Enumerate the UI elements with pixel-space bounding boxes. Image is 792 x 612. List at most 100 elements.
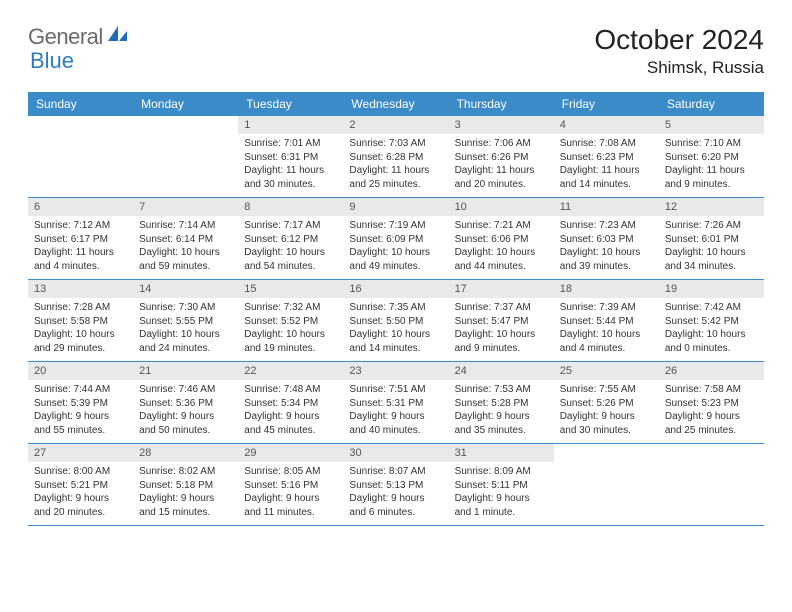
daylight-text-1: Daylight: 11 hours	[244, 164, 337, 178]
daylight-text-2: and 1 minute.	[455, 506, 548, 520]
sunrise-text: Sunrise: 7:19 AM	[349, 219, 442, 233]
day-details: Sunrise: 7:53 AMSunset: 5:28 PMDaylight:…	[449, 380, 554, 443]
calendar-day: 30Sunrise: 8:07 AMSunset: 5:13 PMDayligh…	[343, 444, 448, 525]
daylight-text-1: Daylight: 9 hours	[244, 492, 337, 506]
day-number: 25	[554, 362, 659, 380]
sunrise-text: Sunrise: 7:01 AM	[244, 137, 337, 151]
daylight-text-2: and 19 minutes.	[244, 342, 337, 356]
sunrise-text: Sunrise: 7:03 AM	[349, 137, 442, 151]
daylight-text-2: and 59 minutes.	[139, 260, 232, 274]
day-details: Sunrise: 7:39 AMSunset: 5:44 PMDaylight:…	[554, 298, 659, 361]
sunset-text: Sunset: 5:18 PM	[139, 479, 232, 493]
day-details: Sunrise: 7:42 AMSunset: 5:42 PMDaylight:…	[659, 298, 764, 361]
day-number: 20	[28, 362, 133, 380]
sunset-text: Sunset: 5:50 PM	[349, 315, 442, 329]
sunrise-text: Sunrise: 7:08 AM	[560, 137, 653, 151]
day-details: Sunrise: 7:21 AMSunset: 6:06 PMDaylight:…	[449, 216, 554, 279]
day-details: Sunrise: 7:10 AMSunset: 6:20 PMDaylight:…	[659, 134, 764, 197]
day-number: 5	[659, 116, 764, 134]
daylight-text-1: Daylight: 10 hours	[665, 246, 758, 260]
day-details: Sunrise: 7:14 AMSunset: 6:14 PMDaylight:…	[133, 216, 238, 279]
calendar-day: 28Sunrise: 8:02 AMSunset: 5:18 PMDayligh…	[133, 444, 238, 525]
weeks-container: 1Sunrise: 7:01 AMSunset: 6:31 PMDaylight…	[28, 116, 764, 526]
day-number: 4	[554, 116, 659, 134]
daylight-text-2: and 49 minutes.	[349, 260, 442, 274]
day-number: 16	[343, 280, 448, 298]
sunrise-text: Sunrise: 8:09 AM	[455, 465, 548, 479]
day-details: Sunrise: 7:35 AMSunset: 5:50 PMDaylight:…	[343, 298, 448, 361]
sunset-text: Sunset: 6:14 PM	[139, 233, 232, 247]
dow-saturday: Saturday	[659, 92, 764, 116]
daylight-text-2: and 30 minutes.	[244, 178, 337, 192]
daylight-text-2: and 6 minutes.	[349, 506, 442, 520]
sunset-text: Sunset: 6:23 PM	[560, 151, 653, 165]
day-number: 21	[133, 362, 238, 380]
sunset-text: Sunset: 5:47 PM	[455, 315, 548, 329]
sunset-text: Sunset: 5:31 PM	[349, 397, 442, 411]
day-details: Sunrise: 7:37 AMSunset: 5:47 PMDaylight:…	[449, 298, 554, 361]
sunset-text: Sunset: 6:12 PM	[244, 233, 337, 247]
daylight-text-1: Daylight: 9 hours	[34, 410, 127, 424]
sunrise-text: Sunrise: 7:48 AM	[244, 383, 337, 397]
sunset-text: Sunset: 5:52 PM	[244, 315, 337, 329]
sunset-text: Sunset: 5:16 PM	[244, 479, 337, 493]
daylight-text-2: and 15 minutes.	[139, 506, 232, 520]
calendar-day: 6Sunrise: 7:12 AMSunset: 6:17 PMDaylight…	[28, 198, 133, 279]
calendar-day: 2Sunrise: 7:03 AMSunset: 6:28 PMDaylight…	[343, 116, 448, 197]
day-details: Sunrise: 8:05 AMSunset: 5:16 PMDaylight:…	[238, 462, 343, 525]
day-details: Sunrise: 7:55 AMSunset: 5:26 PMDaylight:…	[554, 380, 659, 443]
day-number: 13	[28, 280, 133, 298]
dow-thursday: Thursday	[449, 92, 554, 116]
dow-tuesday: Tuesday	[238, 92, 343, 116]
daylight-text-2: and 30 minutes.	[560, 424, 653, 438]
day-number: 15	[238, 280, 343, 298]
calendar-day: 12Sunrise: 7:26 AMSunset: 6:01 PMDayligh…	[659, 198, 764, 279]
calendar-day: 24Sunrise: 7:53 AMSunset: 5:28 PMDayligh…	[449, 362, 554, 443]
calendar-day: 3Sunrise: 7:06 AMSunset: 6:26 PMDaylight…	[449, 116, 554, 197]
day-details: Sunrise: 7:26 AMSunset: 6:01 PMDaylight:…	[659, 216, 764, 279]
calendar-day: 13Sunrise: 7:28 AMSunset: 5:58 PMDayligh…	[28, 280, 133, 361]
sunset-text: Sunset: 5:28 PM	[455, 397, 548, 411]
day-details: Sunrise: 7:19 AMSunset: 6:09 PMDaylight:…	[343, 216, 448, 279]
sunset-text: Sunset: 6:31 PM	[244, 151, 337, 165]
sunset-text: Sunset: 5:58 PM	[34, 315, 127, 329]
daylight-text-1: Daylight: 9 hours	[244, 410, 337, 424]
day-details: Sunrise: 8:02 AMSunset: 5:18 PMDaylight:…	[133, 462, 238, 525]
sunrise-text: Sunrise: 8:02 AM	[139, 465, 232, 479]
day-number: 6	[28, 198, 133, 216]
daylight-text-2: and 25 minutes.	[665, 424, 758, 438]
daylight-text-2: and 50 minutes.	[139, 424, 232, 438]
daylight-text-2: and 9 minutes.	[455, 342, 548, 356]
calendar-week: 6Sunrise: 7:12 AMSunset: 6:17 PMDaylight…	[28, 198, 764, 280]
calendar-day: 8Sunrise: 7:17 AMSunset: 6:12 PMDaylight…	[238, 198, 343, 279]
day-details: Sunrise: 7:58 AMSunset: 5:23 PMDaylight:…	[659, 380, 764, 443]
daylight-text-1: Daylight: 9 hours	[665, 410, 758, 424]
daylight-text-2: and 11 minutes.	[244, 506, 337, 520]
calendar-day: 15Sunrise: 7:32 AMSunset: 5:52 PMDayligh…	[238, 280, 343, 361]
day-number: 10	[449, 198, 554, 216]
daylight-text-1: Daylight: 10 hours	[139, 328, 232, 342]
calendar-day: 27Sunrise: 8:00 AMSunset: 5:21 PMDayligh…	[28, 444, 133, 525]
day-number: 23	[343, 362, 448, 380]
daylight-text-1: Daylight: 9 hours	[349, 410, 442, 424]
daylight-text-1: Daylight: 11 hours	[560, 164, 653, 178]
daylight-text-2: and 54 minutes.	[244, 260, 337, 274]
sunrise-text: Sunrise: 7:39 AM	[560, 301, 653, 315]
calendar-day: 21Sunrise: 7:46 AMSunset: 5:36 PMDayligh…	[133, 362, 238, 443]
daylight-text-1: Daylight: 10 hours	[349, 246, 442, 260]
sunrise-text: Sunrise: 7:55 AM	[560, 383, 653, 397]
sunset-text: Sunset: 5:36 PM	[139, 397, 232, 411]
daylight-text-1: Daylight: 10 hours	[455, 328, 548, 342]
sunrise-text: Sunrise: 8:00 AM	[34, 465, 127, 479]
calendar-day: 26Sunrise: 7:58 AMSunset: 5:23 PMDayligh…	[659, 362, 764, 443]
sunrise-text: Sunrise: 7:53 AM	[455, 383, 548, 397]
sunset-text: Sunset: 6:28 PM	[349, 151, 442, 165]
day-details: Sunrise: 7:03 AMSunset: 6:28 PMDaylight:…	[343, 134, 448, 197]
daylight-text-2: and 45 minutes.	[244, 424, 337, 438]
daylight-text-1: Daylight: 10 hours	[34, 328, 127, 342]
calendar-day: 31Sunrise: 8:09 AMSunset: 5:11 PMDayligh…	[449, 444, 554, 525]
sunrise-text: Sunrise: 8:07 AM	[349, 465, 442, 479]
sunrise-text: Sunrise: 7:23 AM	[560, 219, 653, 233]
logo-sail-icon	[107, 24, 129, 47]
sunset-text: Sunset: 5:23 PM	[665, 397, 758, 411]
